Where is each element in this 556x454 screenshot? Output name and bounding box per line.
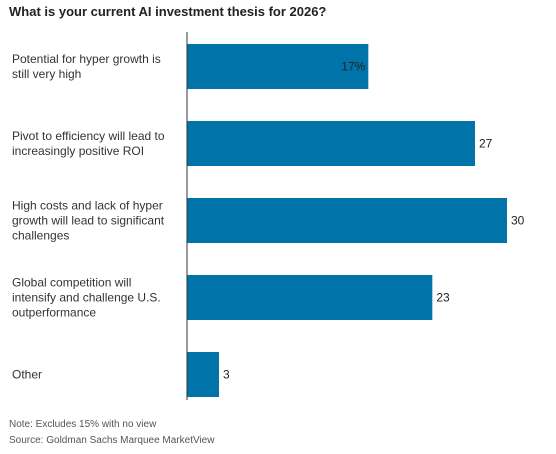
bar: [187, 44, 369, 89]
bar-value-label: 27: [479, 137, 493, 151]
bar-value-label: 23: [436, 291, 450, 305]
bar: [187, 198, 507, 243]
bar: [187, 121, 475, 166]
category-label: Potential for hyper growth is still very …: [12, 52, 161, 81]
category-label: Other: [12, 368, 42, 382]
bar: [187, 352, 219, 397]
category-label: High costs and lack of hyper growth will …: [12, 199, 165, 243]
bar: [187, 275, 433, 320]
category-label: Pivot to efficiency will lead to increasi…: [12, 129, 165, 158]
bar-value-label: 17%: [341, 60, 365, 74]
chart-title: What is your current AI investment thesi…: [9, 4, 327, 19]
category-label: Global competition will intensify and cha…: [12, 276, 161, 320]
chart-note: Note: Excludes 15% with no view: [9, 419, 157, 430]
bar-value-label: 30: [511, 214, 525, 228]
bar-value-label: 3: [223, 368, 230, 382]
chart-source: Source: Goldman Sachs Marquee MarketView: [9, 435, 215, 446]
